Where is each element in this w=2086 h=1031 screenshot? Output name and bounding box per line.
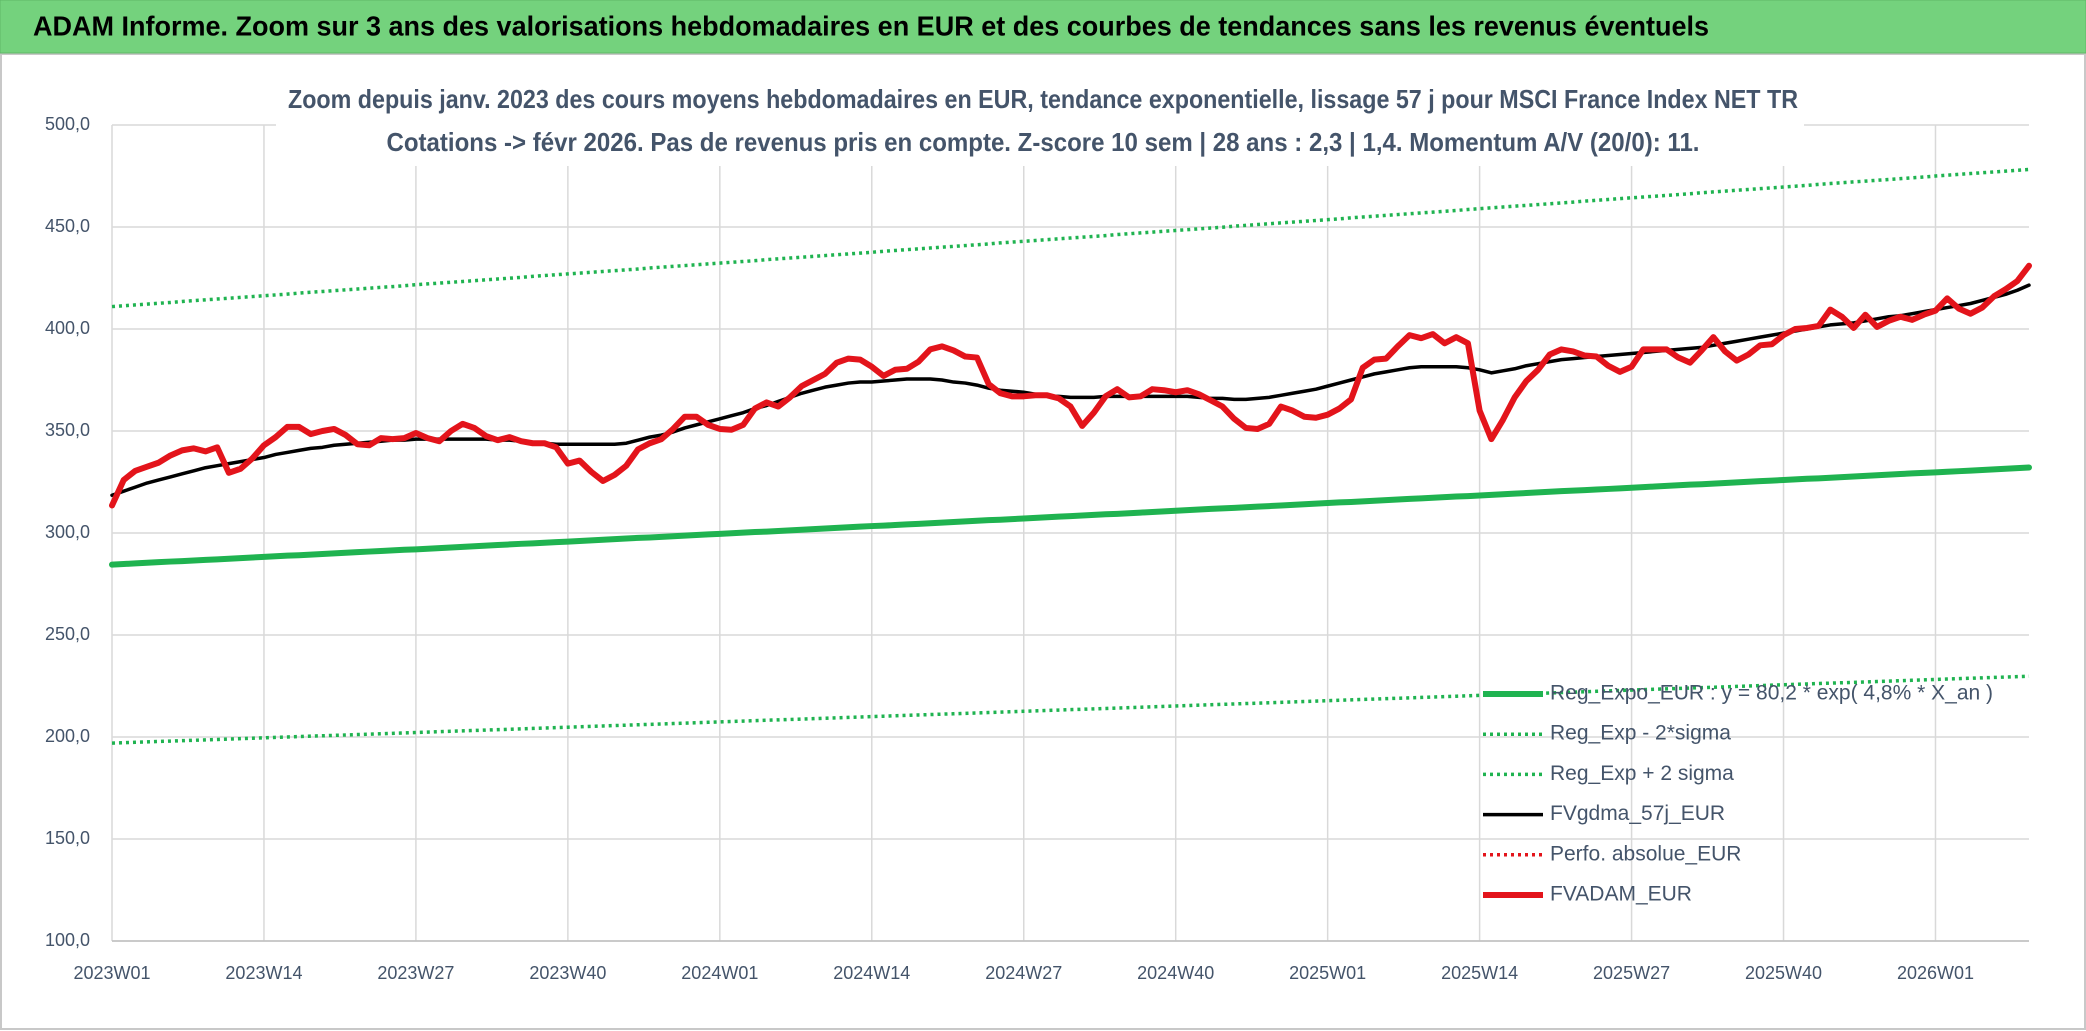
x-tick-label: 2024W40 [1137,963,1214,983]
legend-label: Reg_Exp - 2*sigma [1550,722,1731,745]
x-tick-label: 2025W01 [1289,963,1366,983]
x-tick-label: 2026W01 [1897,963,1974,983]
y-tick-label: 250,0 [45,624,90,644]
y-tick-label: 150,0 [45,828,90,848]
x-tick-label: 2023W27 [377,963,454,983]
x-tick-label: 2023W14 [225,963,302,983]
y-tick-label: 100,0 [45,930,90,950]
y-tick-label: 200,0 [45,726,90,746]
x-tick-label: 2025W14 [1441,963,1518,983]
x-tick-label: 2024W14 [833,963,910,983]
legend-label: Reg_Exp + 2 sigma [1550,762,1734,785]
legend-label: FVADAM_EUR [1550,883,1692,906]
series-line [109,262,2032,509]
legend-label: Reg_Expo_EUR : y = 80,2 * exp( 4,8% * X_… [1550,682,1993,705]
series-line [111,674,2030,745]
chart-subtitle: Cotations -> févr 2026. Pas de revenus p… [387,127,1700,157]
series-line [109,464,2032,568]
series-line [111,167,2030,309]
y-tick-label: 350,0 [45,420,90,440]
y-tick-label: 500,0 [45,114,90,134]
chart-frame [0,53,2086,1030]
y-tick-label: 450,0 [45,216,90,236]
chart-title: Zoom depuis janv. 2023 des cours moyens … [288,84,1798,114]
plot-area: 100,0 150,0 200,0 250,0 300,0 350,0 400,0 450,0… [45,114,2032,983]
x-tick-label: 2025W40 [1745,963,1822,983]
header-bar [0,0,2086,54]
x-tick-label: 2024W01 [681,963,758,983]
x-tick-label: 2024W27 [985,963,1062,983]
legend: Reg_Expo_EUR : y = 80,2 * exp( 4,8% * X_… [1483,682,1993,906]
y-tick-label: 300,0 [45,522,90,542]
y-tick-label: 400,0 [45,318,90,338]
x-tick-label: 2025W27 [1593,963,1670,983]
legend-label: Perfo. absolue_EUR [1550,842,1741,865]
title-backdrop [276,80,1804,166]
x-tick-label: 2023W40 [529,963,606,983]
header-title: ADAM Informe. Zoom sur 3 ans des valoris… [33,10,1709,41]
x-tick-label: 2023W01 [73,963,150,983]
legend-label: FVgdma_57j_EUR [1550,802,1725,825]
